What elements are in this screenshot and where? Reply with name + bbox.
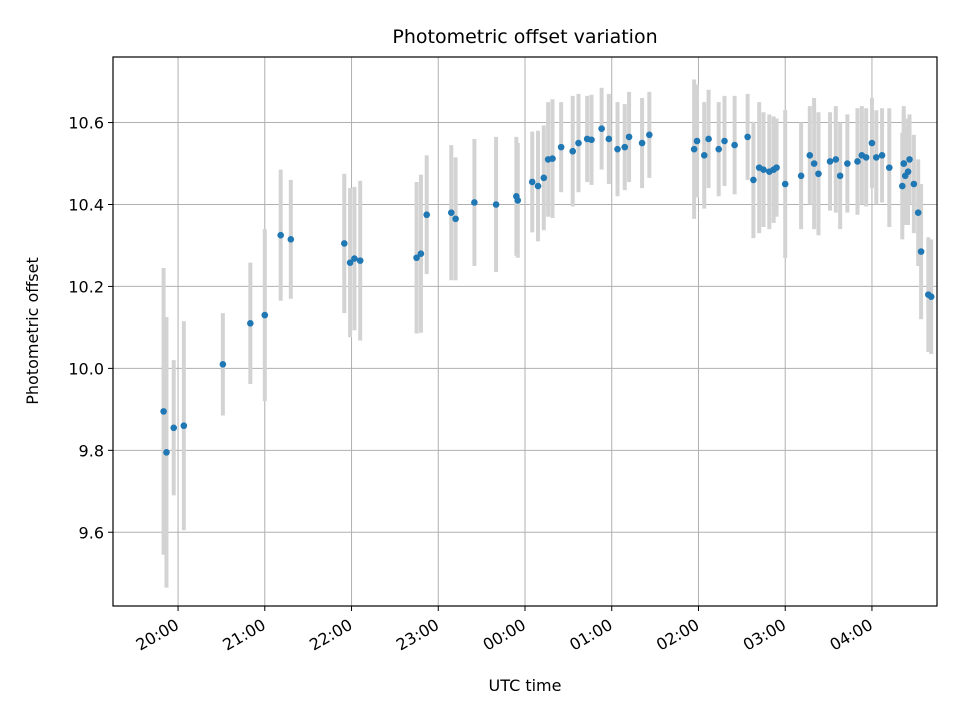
data-point bbox=[452, 215, 459, 223]
data-point bbox=[744, 133, 751, 141]
data-point bbox=[413, 254, 420, 262]
data-point bbox=[862, 154, 870, 161]
data-point bbox=[557, 143, 565, 151]
data-point bbox=[899, 182, 906, 190]
y-axis-ticks: 9.6 9.8 10.0 10.2 10.4 10.6 bbox=[68, 114, 113, 542]
data-point bbox=[471, 199, 478, 206]
data-point bbox=[836, 172, 844, 180]
y-tick-label: 10.0 bbox=[68, 359, 104, 378]
y-axis-title: Photometric offset bbox=[23, 257, 42, 405]
data-point bbox=[638, 139, 646, 147]
y-tick-label: 10.2 bbox=[68, 277, 104, 296]
data-point bbox=[731, 141, 738, 149]
data-point bbox=[163, 449, 170, 456]
data-point bbox=[514, 197, 522, 204]
data-point bbox=[705, 135, 712, 143]
data-point bbox=[598, 125, 605, 132]
data-point bbox=[646, 131, 653, 139]
data-point bbox=[614, 145, 621, 153]
data-point bbox=[901, 172, 909, 180]
data-point bbox=[797, 172, 805, 180]
data-point bbox=[625, 133, 633, 141]
data-point bbox=[528, 178, 536, 186]
data-point bbox=[693, 137, 701, 145]
data-point bbox=[914, 209, 922, 216]
data-point bbox=[872, 154, 880, 161]
data-point bbox=[160, 408, 167, 415]
data-point bbox=[700, 152, 708, 159]
data-point bbox=[760, 166, 767, 173]
data-point bbox=[170, 424, 178, 432]
data-point bbox=[549, 155, 556, 162]
data-point bbox=[492, 201, 500, 208]
data-point bbox=[690, 145, 698, 153]
data-point bbox=[868, 139, 876, 147]
x-axis-title: UTC time bbox=[489, 676, 562, 695]
data-point bbox=[447, 209, 455, 216]
data-point bbox=[900, 160, 908, 167]
data-point bbox=[340, 240, 348, 247]
data-point bbox=[356, 257, 364, 264]
data-point bbox=[180, 422, 188, 430]
data-point bbox=[878, 152, 886, 159]
data-point bbox=[773, 164, 780, 171]
data-point bbox=[534, 182, 542, 190]
data-point bbox=[247, 320, 254, 327]
y-tick-label: 10.4 bbox=[68, 195, 104, 214]
data-point bbox=[219, 360, 227, 368]
data-point bbox=[910, 180, 918, 188]
data-point bbox=[826, 158, 834, 165]
data-point bbox=[621, 143, 629, 151]
data-point bbox=[906, 156, 913, 163]
data-point bbox=[844, 160, 851, 167]
chart-title: Photometric offset variation bbox=[392, 26, 657, 48]
data-point bbox=[832, 156, 840, 163]
data-point bbox=[854, 158, 861, 165]
data-point bbox=[287, 236, 295, 243]
data-point bbox=[423, 211, 430, 219]
data-point bbox=[806, 152, 814, 159]
data-point bbox=[815, 170, 822, 178]
data-point bbox=[721, 137, 728, 145]
data-point bbox=[575, 139, 582, 147]
data-point bbox=[346, 259, 354, 266]
data-point bbox=[588, 136, 595, 144]
data-point bbox=[351, 255, 358, 262]
data-point bbox=[540, 174, 548, 182]
y-tick-label: 9.6 bbox=[79, 523, 104, 542]
data-point bbox=[917, 248, 925, 255]
data-point bbox=[277, 231, 284, 239]
y-tick-label: 9.8 bbox=[79, 441, 104, 460]
data-point bbox=[569, 147, 577, 155]
data-point bbox=[927, 293, 935, 300]
data-point bbox=[715, 145, 723, 153]
data-point bbox=[261, 311, 269, 319]
data-point bbox=[885, 164, 893, 171]
data-point bbox=[781, 180, 789, 188]
data-point bbox=[750, 176, 757, 184]
data-point bbox=[810, 160, 818, 167]
y-tick-label: 10.6 bbox=[68, 114, 104, 133]
data-points bbox=[160, 125, 935, 456]
data-point bbox=[417, 250, 425, 257]
data-point bbox=[605, 135, 613, 143]
